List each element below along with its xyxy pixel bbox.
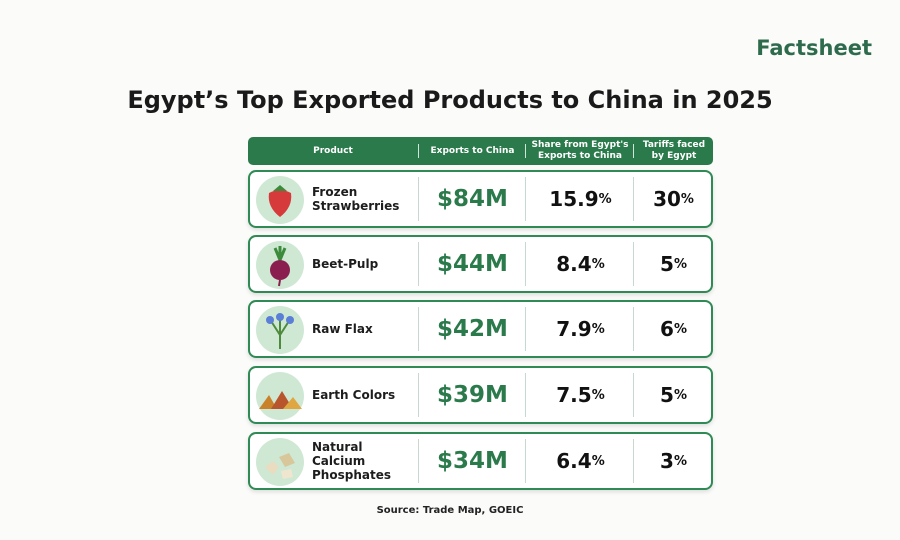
share-value: 8.4% [556, 252, 605, 276]
tariff-value: 3% [660, 449, 687, 473]
product-icon [255, 175, 305, 229]
separator [525, 242, 526, 286]
separator [418, 307, 419, 351]
separator [418, 177, 419, 221]
exports-value: $42M [437, 316, 508, 342]
table-header: Product Exports to China Share from Egyp… [248, 137, 713, 165]
icon-graphic [256, 241, 304, 289]
table-row: Beet-Pulp $44M 8.4% 5% [248, 235, 713, 293]
table-row: Natural Calcium Phosphates $34M 6.4% 3% [248, 432, 713, 490]
table-row: Earth Colors $39M 7.5% 5% [248, 366, 713, 424]
source: Source: Trade Map, GOEIC [376, 505, 524, 516]
separator [418, 439, 419, 483]
product-icon [255, 240, 305, 294]
tariff-value: 30% [653, 187, 694, 211]
exports-value: $44M [437, 251, 508, 277]
share-value: 7.9% [556, 317, 605, 341]
tariff-value: 6% [660, 317, 687, 341]
separator [525, 144, 526, 158]
tariff-value: 5% [660, 383, 687, 407]
exports-value: $84M [437, 186, 508, 212]
exports-value: $39M [437, 382, 508, 408]
column-header: Exports to China [430, 145, 515, 156]
product-name: Earth Colors [312, 388, 396, 402]
separator [633, 307, 634, 351]
share-value: 7.5% [556, 383, 605, 407]
table-row: Raw Flax $42M 7.9% 6% [248, 300, 713, 358]
icon-graphic [256, 306, 304, 354]
separator [525, 177, 526, 221]
column-header: Share from Egypt's Exports to China [531, 140, 629, 161]
column-header: Tariffs faced by Egypt [642, 140, 706, 161]
title: Egypt’s Top Exported Products to China i… [127, 86, 773, 114]
share-value: 15.9% [549, 187, 612, 211]
icon-graphic [256, 372, 304, 420]
product-icon [255, 437, 305, 491]
product-icon [255, 305, 305, 359]
exports-value: $34M [437, 448, 508, 474]
share-value: 6.4% [556, 449, 605, 473]
product-name: Beet-Pulp [312, 257, 379, 271]
table-row: Frozen Strawberries $84M 15.9% 30% [248, 170, 713, 228]
brand: Factsheet [756, 36, 872, 60]
product-icon [255, 371, 305, 425]
separator [633, 373, 634, 417]
product-name: Raw Flax [312, 322, 373, 336]
separator [633, 439, 634, 483]
separator [525, 307, 526, 351]
separator [418, 242, 419, 286]
separator [525, 439, 526, 483]
product-name: Frozen Strawberries [312, 185, 400, 213]
product-name: Natural Calcium Phosphates [312, 440, 391, 482]
tariff-value: 5% [660, 252, 687, 276]
separator [633, 144, 634, 158]
icon-graphic [256, 438, 304, 486]
separator [418, 144, 419, 158]
separator [418, 373, 419, 417]
icon-graphic [256, 176, 304, 224]
separator [633, 177, 634, 221]
separator [525, 373, 526, 417]
separator [633, 242, 634, 286]
column-header: Product [313, 145, 353, 156]
